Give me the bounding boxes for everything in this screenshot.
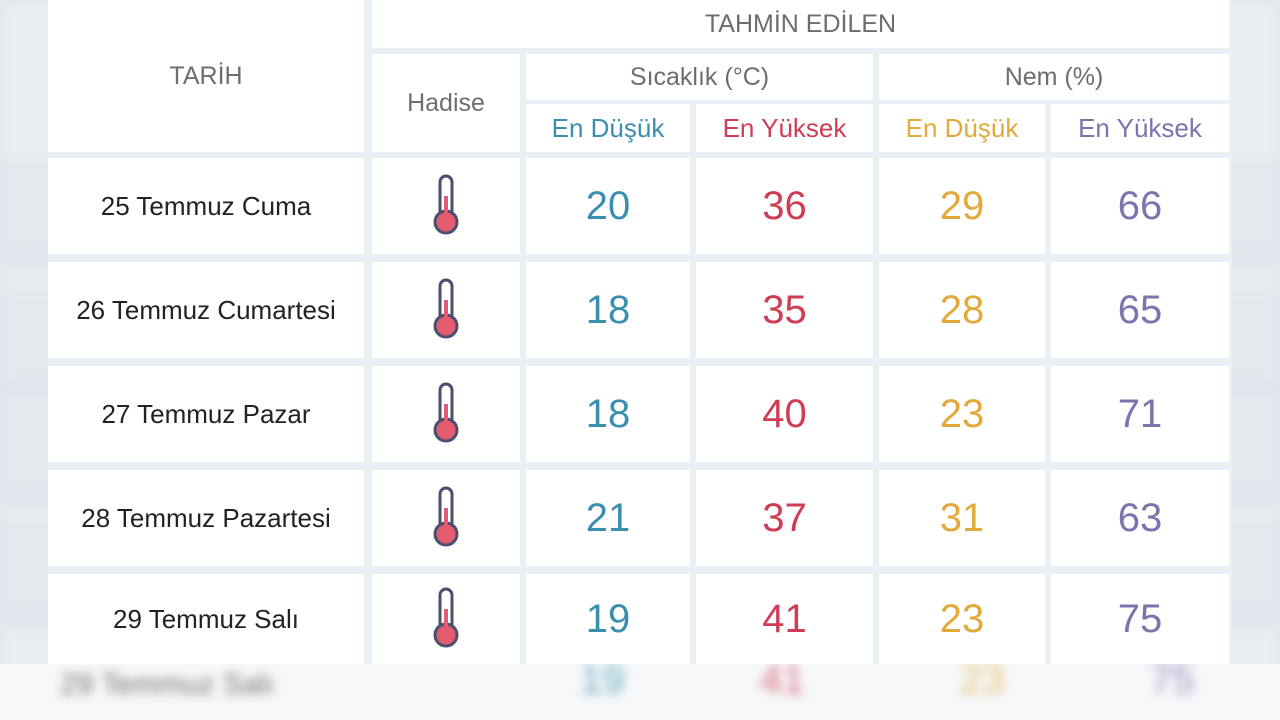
- table-row-date: 29 Temmuz Salı: [48, 574, 364, 664]
- date-column-header: TARİH: [48, 0, 364, 152]
- ghost-date: 29 Temmuz Salı: [60, 668, 275, 701]
- table-row-date: 28 Temmuz Pazartesi: [48, 470, 364, 566]
- temp-max-value: 36: [696, 158, 873, 254]
- temp-min-header: En Düşük: [526, 104, 690, 152]
- humidity-max-value: 66: [1051, 158, 1229, 254]
- humidity-min-header: En Düşük: [879, 104, 1045, 152]
- humidity-max-value: 65: [1051, 262, 1229, 358]
- ghost-temp-max: 41: [760, 664, 805, 702]
- temp-min-value: 18: [526, 366, 690, 462]
- humidity-group-header: Nem (%): [879, 54, 1229, 100]
- ghost-hum-max: 75: [1150, 664, 1195, 702]
- temperature-group-header: Sıcaklık (°C): [526, 54, 873, 100]
- ghost-hum-min: 23: [960, 664, 1005, 702]
- temp-min-value: 20: [526, 158, 690, 254]
- event-column-header: Hadise: [372, 54, 520, 152]
- temp-min-value: 18: [526, 262, 690, 358]
- humidity-min-value: 23: [879, 366, 1045, 462]
- thermometer-icon: [372, 574, 520, 664]
- temp-max-value: 41: [696, 574, 873, 664]
- temp-min-value: 21: [526, 470, 690, 566]
- table-row-date: 26 Temmuz Cumartesi: [48, 262, 364, 358]
- ghost-temp-min: 19: [580, 664, 625, 702]
- temp-max-value: 35: [696, 262, 873, 358]
- thermometer-icon: [372, 158, 520, 254]
- humidity-min-value: 31: [879, 470, 1045, 566]
- forecast-group-header: TAHMİN EDİLEN: [372, 0, 1229, 48]
- humidity-max-value: 75: [1051, 574, 1229, 664]
- table-row-date: 25 Temmuz Cuma: [48, 158, 364, 254]
- temp-max-value: 37: [696, 470, 873, 566]
- temp-max-value: 40: [696, 366, 873, 462]
- thermometer-icon: [372, 366, 520, 462]
- blurred-bottom-strip: 29 Temmuz Salı 19 41 23 75: [0, 664, 1280, 720]
- humidity-min-value: 28: [879, 262, 1045, 358]
- humidity-min-value: 29: [879, 158, 1045, 254]
- thermometer-icon: [372, 470, 520, 566]
- table-row-date: 27 Temmuz Pazar: [48, 366, 364, 462]
- temp-min-value: 19: [526, 574, 690, 664]
- humidity-max-value: 63: [1051, 470, 1229, 566]
- temp-max-header: En Yüksek: [696, 104, 873, 152]
- thermometer-icon: [372, 262, 520, 358]
- humidity-max-value: 71: [1051, 366, 1229, 462]
- forecast-table: TARİH TAHMİN EDİLEN Hadise Sıcaklık (°C)…: [48, 0, 1232, 664]
- humidity-min-value: 23: [879, 574, 1045, 664]
- humidity-max-header: En Yüksek: [1051, 104, 1229, 152]
